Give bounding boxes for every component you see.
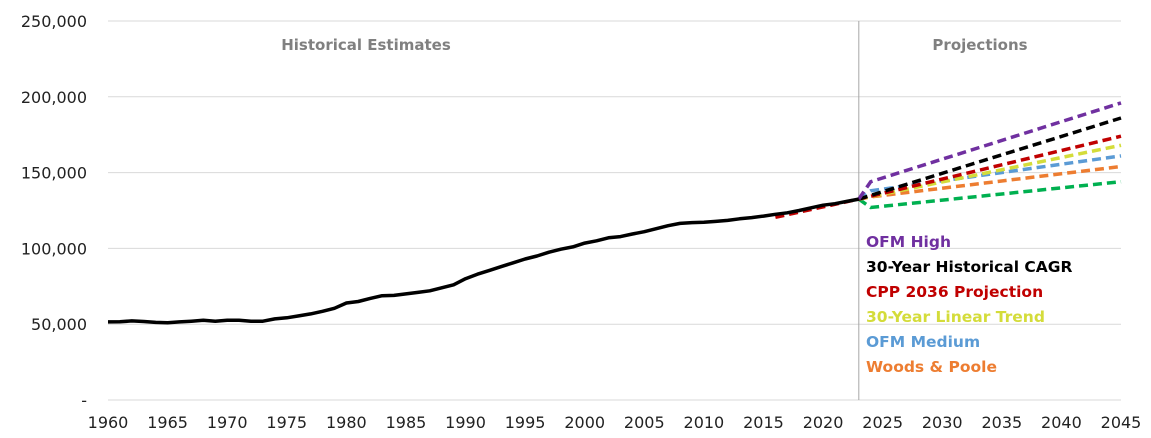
x-tick-label: 1980: [326, 413, 367, 432]
x-tick-label: 2035: [981, 413, 1022, 432]
gridlines: [108, 20, 1121, 401]
x-axis-tick-labels: 1960 1965 1970 1975 1980 1985 1990 1995 2000 2005…: [88, 413, 1142, 432]
y-tick-label: 250,000: [21, 12, 87, 31]
x-tick-label: 1965: [147, 413, 188, 432]
x-tick-label: 2010: [684, 413, 725, 432]
ofm-medium-line: [857, 154, 1122, 201]
x-tick-label: 1960: [88, 413, 129, 432]
y-tick-label: -: [81, 391, 87, 410]
x-tick-label: 2000: [564, 413, 605, 432]
y-axis-tick-labels: - 50,000 100,000 150,000 200,000 250,000: [21, 12, 87, 410]
x-tick-label: 2025: [862, 413, 903, 432]
y-tick-label: 100,000: [21, 239, 87, 258]
x-tick-label: 1990: [445, 413, 486, 432]
legend-item-30-year-historical-cagr: 30-Year Historical CAGR: [866, 258, 1073, 276]
y-tick-label: 200,000: [21, 88, 87, 107]
x-tick-label: 1975: [266, 413, 307, 432]
historical-estimates-line: [107, 197, 860, 325]
y-tick-label: 150,000: [21, 164, 87, 183]
x-tick-label: 2045: [1101, 413, 1142, 432]
x-tick-label: 2015: [743, 413, 784, 432]
low-projection-line: [857, 179, 1122, 210]
y-tick-label: 50,000: [31, 315, 87, 334]
legend-item-cpp-2036-projection: CPP 2036 Projection: [866, 283, 1043, 301]
series-lines: [107, 101, 1122, 325]
legend-item-ofm-high: OFM High: [866, 233, 951, 251]
legend-item-woods-and-poole: Woods & Poole: [866, 358, 997, 376]
x-tick-label: 2020: [803, 413, 844, 432]
ofm-high-line: [857, 101, 1122, 201]
x-tick-label: 1985: [386, 413, 427, 432]
30-year-historical-cagr-line: [858, 116, 1122, 201]
x-tick-label: 1995: [505, 413, 546, 432]
legend: OFM High 30-Year Historical CAGR CPP 2036 …: [866, 233, 1073, 376]
projections-label: Projections: [932, 36, 1027, 54]
x-tick-label: 2040: [1041, 413, 1082, 432]
legend-item-ofm-medium: OFM Medium: [866, 333, 980, 351]
legend-item-30-year-linear-trend: 30-Year Linear Trend: [866, 308, 1045, 326]
x-tick-label: 1970: [207, 413, 248, 432]
x-tick-label: 2030: [922, 413, 963, 432]
historical-estimates-label: Historical Estimates: [281, 36, 451, 54]
x-tick-label: 2005: [624, 413, 665, 432]
